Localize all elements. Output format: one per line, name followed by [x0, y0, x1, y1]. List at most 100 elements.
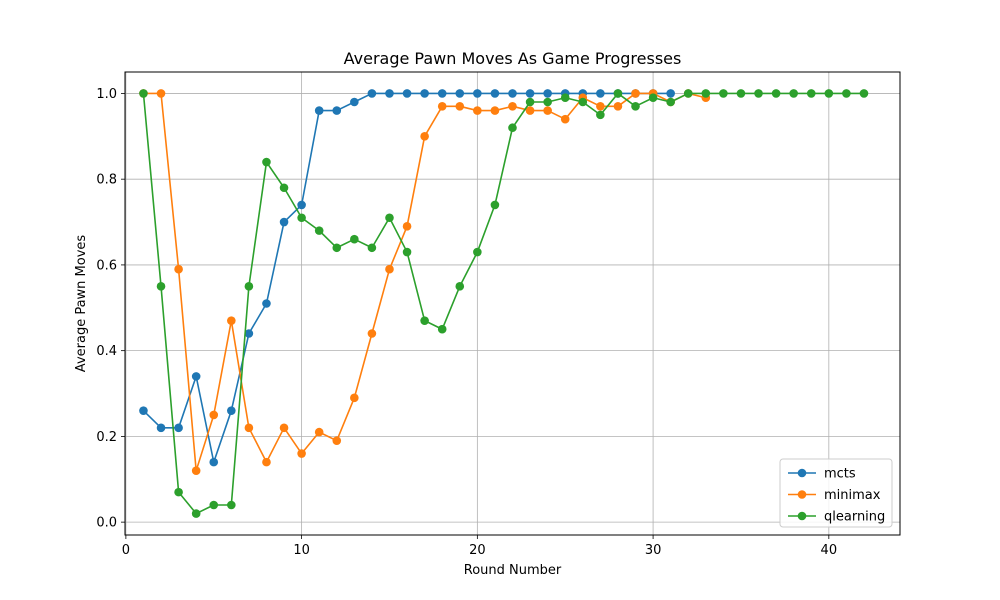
- data-point-minimax: [244, 423, 254, 433]
- data-point-qlearning: [666, 97, 675, 107]
- data-point-minimax: [543, 106, 552, 115]
- data-point-mcts: [262, 299, 271, 308]
- data-point-mcts: [490, 89, 500, 98]
- data-point-qlearning: [648, 93, 658, 103]
- data-point-qlearning: [244, 282, 254, 291]
- data-point-qlearning: [332, 243, 342, 253]
- legend-marker-minimax: [797, 490, 807, 499]
- data-point-qlearning: [631, 101, 640, 111]
- data-point-qlearning: [525, 97, 535, 107]
- data-point-mcts: [455, 89, 465, 98]
- data-point-qlearning: [842, 89, 851, 98]
- data-point-qlearning: [420, 316, 429, 325]
- data-point-qlearning: [227, 500, 236, 510]
- legend-marker-qlearning: [797, 511, 807, 521]
- y-tick-label: 0.0: [96, 516, 117, 531]
- data-point-qlearning: [385, 213, 394, 223]
- data-point-minimax: [631, 89, 640, 98]
- data-point-minimax: [473, 106, 482, 115]
- data-point-qlearning: [297, 213, 306, 223]
- data-point-qlearning: [771, 89, 781, 98]
- data-point-qlearning: [314, 226, 324, 235]
- data-point-mcts: [385, 89, 394, 98]
- data-point-mcts: [139, 406, 148, 415]
- data-point-qlearning: [139, 89, 148, 98]
- data-point-minimax: [455, 101, 465, 111]
- legend-item-qlearning: qlearning: [788, 510, 885, 525]
- data-point-mcts: [525, 89, 535, 98]
- x-tick-label: 30: [645, 543, 662, 558]
- data-point-minimax: [437, 101, 447, 111]
- data-point-mcts: [209, 457, 219, 467]
- data-point-qlearning: [455, 282, 465, 291]
- data-point-mcts: [596, 89, 605, 98]
- y-tick-label: 0.6: [96, 258, 117, 273]
- data-point-qlearning: [824, 89, 834, 98]
- y-axis-title: Average Pawn Moves: [74, 235, 89, 373]
- data-point-mcts: [666, 89, 675, 98]
- x-tick-label: 40: [821, 543, 838, 558]
- data-point-minimax: [174, 264, 183, 274]
- x-axis-title: Round Number: [464, 563, 562, 578]
- data-point-minimax: [525, 106, 535, 115]
- data-point-qlearning: [859, 89, 869, 98]
- chart-title: Average Pawn Moves As Game Progresses: [344, 49, 682, 68]
- y-tick-label: 0.8: [96, 173, 117, 188]
- data-point-qlearning: [490, 200, 500, 210]
- x-tick-label: 20: [469, 543, 486, 558]
- y-tick-label: 0.4: [96, 344, 117, 359]
- legend-label-mcts: mcts: [824, 467, 856, 482]
- series-qlearning: [139, 89, 869, 518]
- data-point-qlearning: [543, 97, 552, 107]
- data-point-mcts: [402, 89, 412, 98]
- x-tick-label: 0: [122, 543, 130, 558]
- data-point-qlearning: [508, 123, 517, 133]
- data-point-qlearning: [578, 97, 588, 107]
- plot-frame: [124, 71, 901, 536]
- data-point-minimax: [596, 101, 605, 111]
- data-point-qlearning: [613, 89, 623, 98]
- x-tick-label: 10: [293, 543, 310, 558]
- data-point-mcts: [244, 329, 254, 338]
- data-point-qlearning: [560, 93, 570, 103]
- data-point-minimax: [420, 132, 429, 141]
- legend: mcts minimax qlearning: [779, 458, 893, 528]
- data-point-mcts: [279, 217, 289, 227]
- data-point-qlearning: [754, 89, 763, 98]
- data-point-qlearning: [701, 89, 711, 98]
- data-point-qlearning: [174, 487, 183, 497]
- data-point-mcts: [473, 89, 482, 98]
- data-point-minimax: [385, 264, 394, 274]
- legend-item-minimax: minimax: [788, 488, 881, 503]
- data-point-minimax: [508, 101, 517, 111]
- data-point-qlearning: [596, 110, 605, 120]
- legend-label-minimax: minimax: [824, 488, 881, 503]
- data-point-qlearning: [719, 89, 728, 98]
- data-point-mcts: [508, 89, 517, 98]
- data-point-minimax: [156, 89, 166, 98]
- data-point-minimax: [367, 329, 377, 338]
- data-point-minimax: [262, 457, 271, 467]
- data-point-qlearning: [683, 89, 693, 98]
- data-point-mcts: [332, 106, 342, 115]
- data-point-minimax: [402, 222, 412, 231]
- data-point-qlearning: [402, 247, 412, 257]
- data-point-minimax: [350, 393, 359, 403]
- data-point-qlearning: [279, 183, 289, 193]
- legend-item-mcts: mcts: [788, 467, 856, 482]
- data-point-mcts: [367, 89, 377, 98]
- data-point-qlearning: [209, 500, 219, 510]
- data-point-mcts: [314, 106, 324, 115]
- data-point-mcts: [543, 89, 552, 98]
- series-layer: [139, 89, 869, 518]
- data-point-mcts: [174, 423, 183, 433]
- data-point-minimax: [191, 466, 201, 475]
- data-point-qlearning: [262, 157, 271, 167]
- data-point-mcts: [297, 200, 306, 210]
- data-point-minimax: [613, 101, 623, 111]
- data-point-minimax: [332, 436, 342, 445]
- data-point-qlearning: [350, 234, 359, 244]
- data-point-qlearning: [437, 324, 447, 334]
- legend-label-qlearning: qlearning: [824, 510, 885, 525]
